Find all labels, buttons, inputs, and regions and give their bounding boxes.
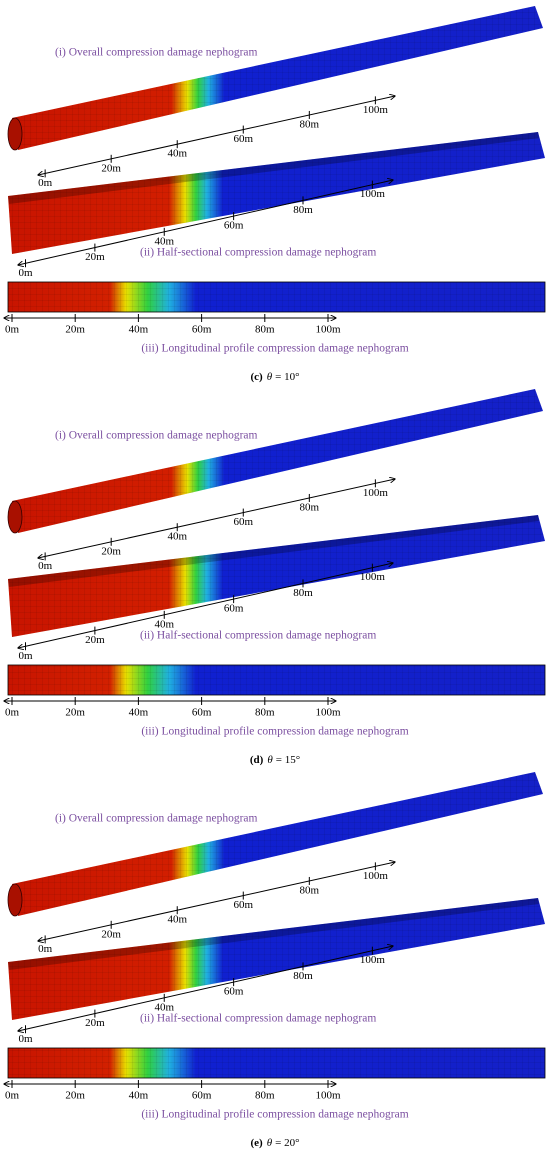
scale-line (18, 180, 393, 265)
view-label: (iii) Longitudinal profile compression d… (141, 726, 408, 738)
tube-end (7, 500, 23, 534)
scale-label: 60m (233, 899, 253, 911)
scale-label: 80m (300, 501, 320, 513)
caption-tag: (c) (251, 371, 264, 383)
caption: (e) θ = 20° (251, 1137, 300, 1149)
view-label: (ii) Half-sectional compression damage n… (140, 630, 376, 642)
scale-label: 20m (101, 162, 121, 174)
scale-label: 40m (154, 1001, 174, 1013)
scale-label: 100m (360, 954, 386, 966)
scale-label: 20m (101, 928, 121, 940)
scale-label: 40m (129, 1090, 149, 1102)
caption: (c) θ = 10° (251, 371, 300, 383)
scale-label: 40m (129, 324, 149, 336)
scale-label: 0m (18, 1033, 33, 1045)
scale-label: 60m (192, 324, 212, 336)
scale-label: 40m (167, 914, 187, 926)
scale-label: 60m (233, 516, 253, 528)
scale-line (18, 563, 393, 648)
tube-mesh (8, 282, 545, 312)
scale-label: 20m (65, 707, 85, 719)
scale-label: 80m (293, 204, 313, 216)
scale-label: 60m (224, 603, 244, 615)
caption-tag: (d) (250, 754, 264, 766)
scale-label: 20m (85, 251, 105, 263)
tube-mesh (8, 1048, 545, 1078)
scale-label: 80m (293, 587, 313, 599)
scale-label: 0m (38, 943, 53, 955)
scale-label: 100m (363, 487, 389, 499)
scale-label: 40m (129, 707, 149, 719)
scale-label: 80m (300, 118, 320, 130)
scale-label: 100m (363, 104, 389, 116)
scale-label: 60m (233, 133, 253, 145)
caption-tag: (e) (251, 1137, 264, 1149)
scale-label: 100m (315, 707, 341, 719)
scale-label: 0m (18, 650, 33, 662)
scale-label: 100m (360, 571, 386, 583)
scale-label: 60m (224, 220, 244, 232)
scale-label: 0m (5, 324, 20, 336)
view-label: (ii) Half-sectional compression damage n… (140, 247, 376, 259)
view-label: (ii) Half-sectional compression damage n… (140, 1013, 376, 1025)
view-label: (i) Overall compression damage nephogram (55, 430, 258, 442)
scale-label: 0m (5, 1090, 20, 1102)
scale-label: 80m (255, 707, 275, 719)
scale-label: 40m (167, 148, 187, 160)
view-label: (iii) Longitudinal profile compression d… (141, 1109, 408, 1121)
scale-label: 40m (154, 235, 174, 247)
scale-label: 80m (293, 970, 313, 982)
caption-value: = 15° (276, 754, 300, 766)
caption-value: = 20° (275, 1137, 299, 1149)
view-label: (i) Overall compression damage nephogram (55, 813, 258, 825)
scale-label: 20m (85, 634, 105, 646)
scale-label: 100m (360, 188, 386, 200)
tube-mesh (12, 389, 543, 533)
scale-label: 40m (154, 618, 174, 630)
tube-mesh (12, 6, 543, 150)
scale-line (18, 946, 393, 1031)
caption-symbol: θ (267, 754, 273, 766)
scale-label: 80m (255, 324, 275, 336)
scale-label: 20m (85, 1017, 105, 1029)
view-label: (i) Overall compression damage nephogram (55, 47, 258, 59)
scale-line (38, 96, 395, 175)
scale-line (38, 479, 395, 558)
caption: (d) θ = 15° (250, 754, 300, 766)
scale-label: 0m (38, 560, 53, 572)
scale-label: 20m (101, 545, 121, 557)
scale-label: 100m (315, 324, 341, 336)
scale-label: 60m (224, 986, 244, 998)
caption-symbol: θ (267, 1137, 273, 1149)
scale-label: 20m (65, 324, 85, 336)
scale-label: 60m (192, 707, 212, 719)
tube-mesh (12, 772, 543, 916)
scale-label: 60m (192, 1090, 212, 1102)
scale-label: 0m (5, 707, 20, 719)
view-label: (iii) Longitudinal profile compression d… (141, 343, 408, 355)
caption-symbol: θ (267, 371, 273, 383)
caption-value: = 10° (275, 371, 299, 383)
tube-mesh (8, 665, 545, 695)
scale-label: 20m (65, 1090, 85, 1102)
scale-label: 40m (167, 531, 187, 543)
tube-end (7, 117, 23, 151)
scale-label: 80m (255, 1090, 275, 1102)
scale-label: 100m (363, 870, 389, 882)
tube-end (7, 883, 23, 917)
scale-label: 80m (300, 884, 320, 896)
scale-line (38, 862, 395, 941)
scale-label: 0m (18, 267, 33, 279)
scale-label: 100m (315, 1090, 341, 1102)
scale-label: 0m (38, 177, 53, 189)
